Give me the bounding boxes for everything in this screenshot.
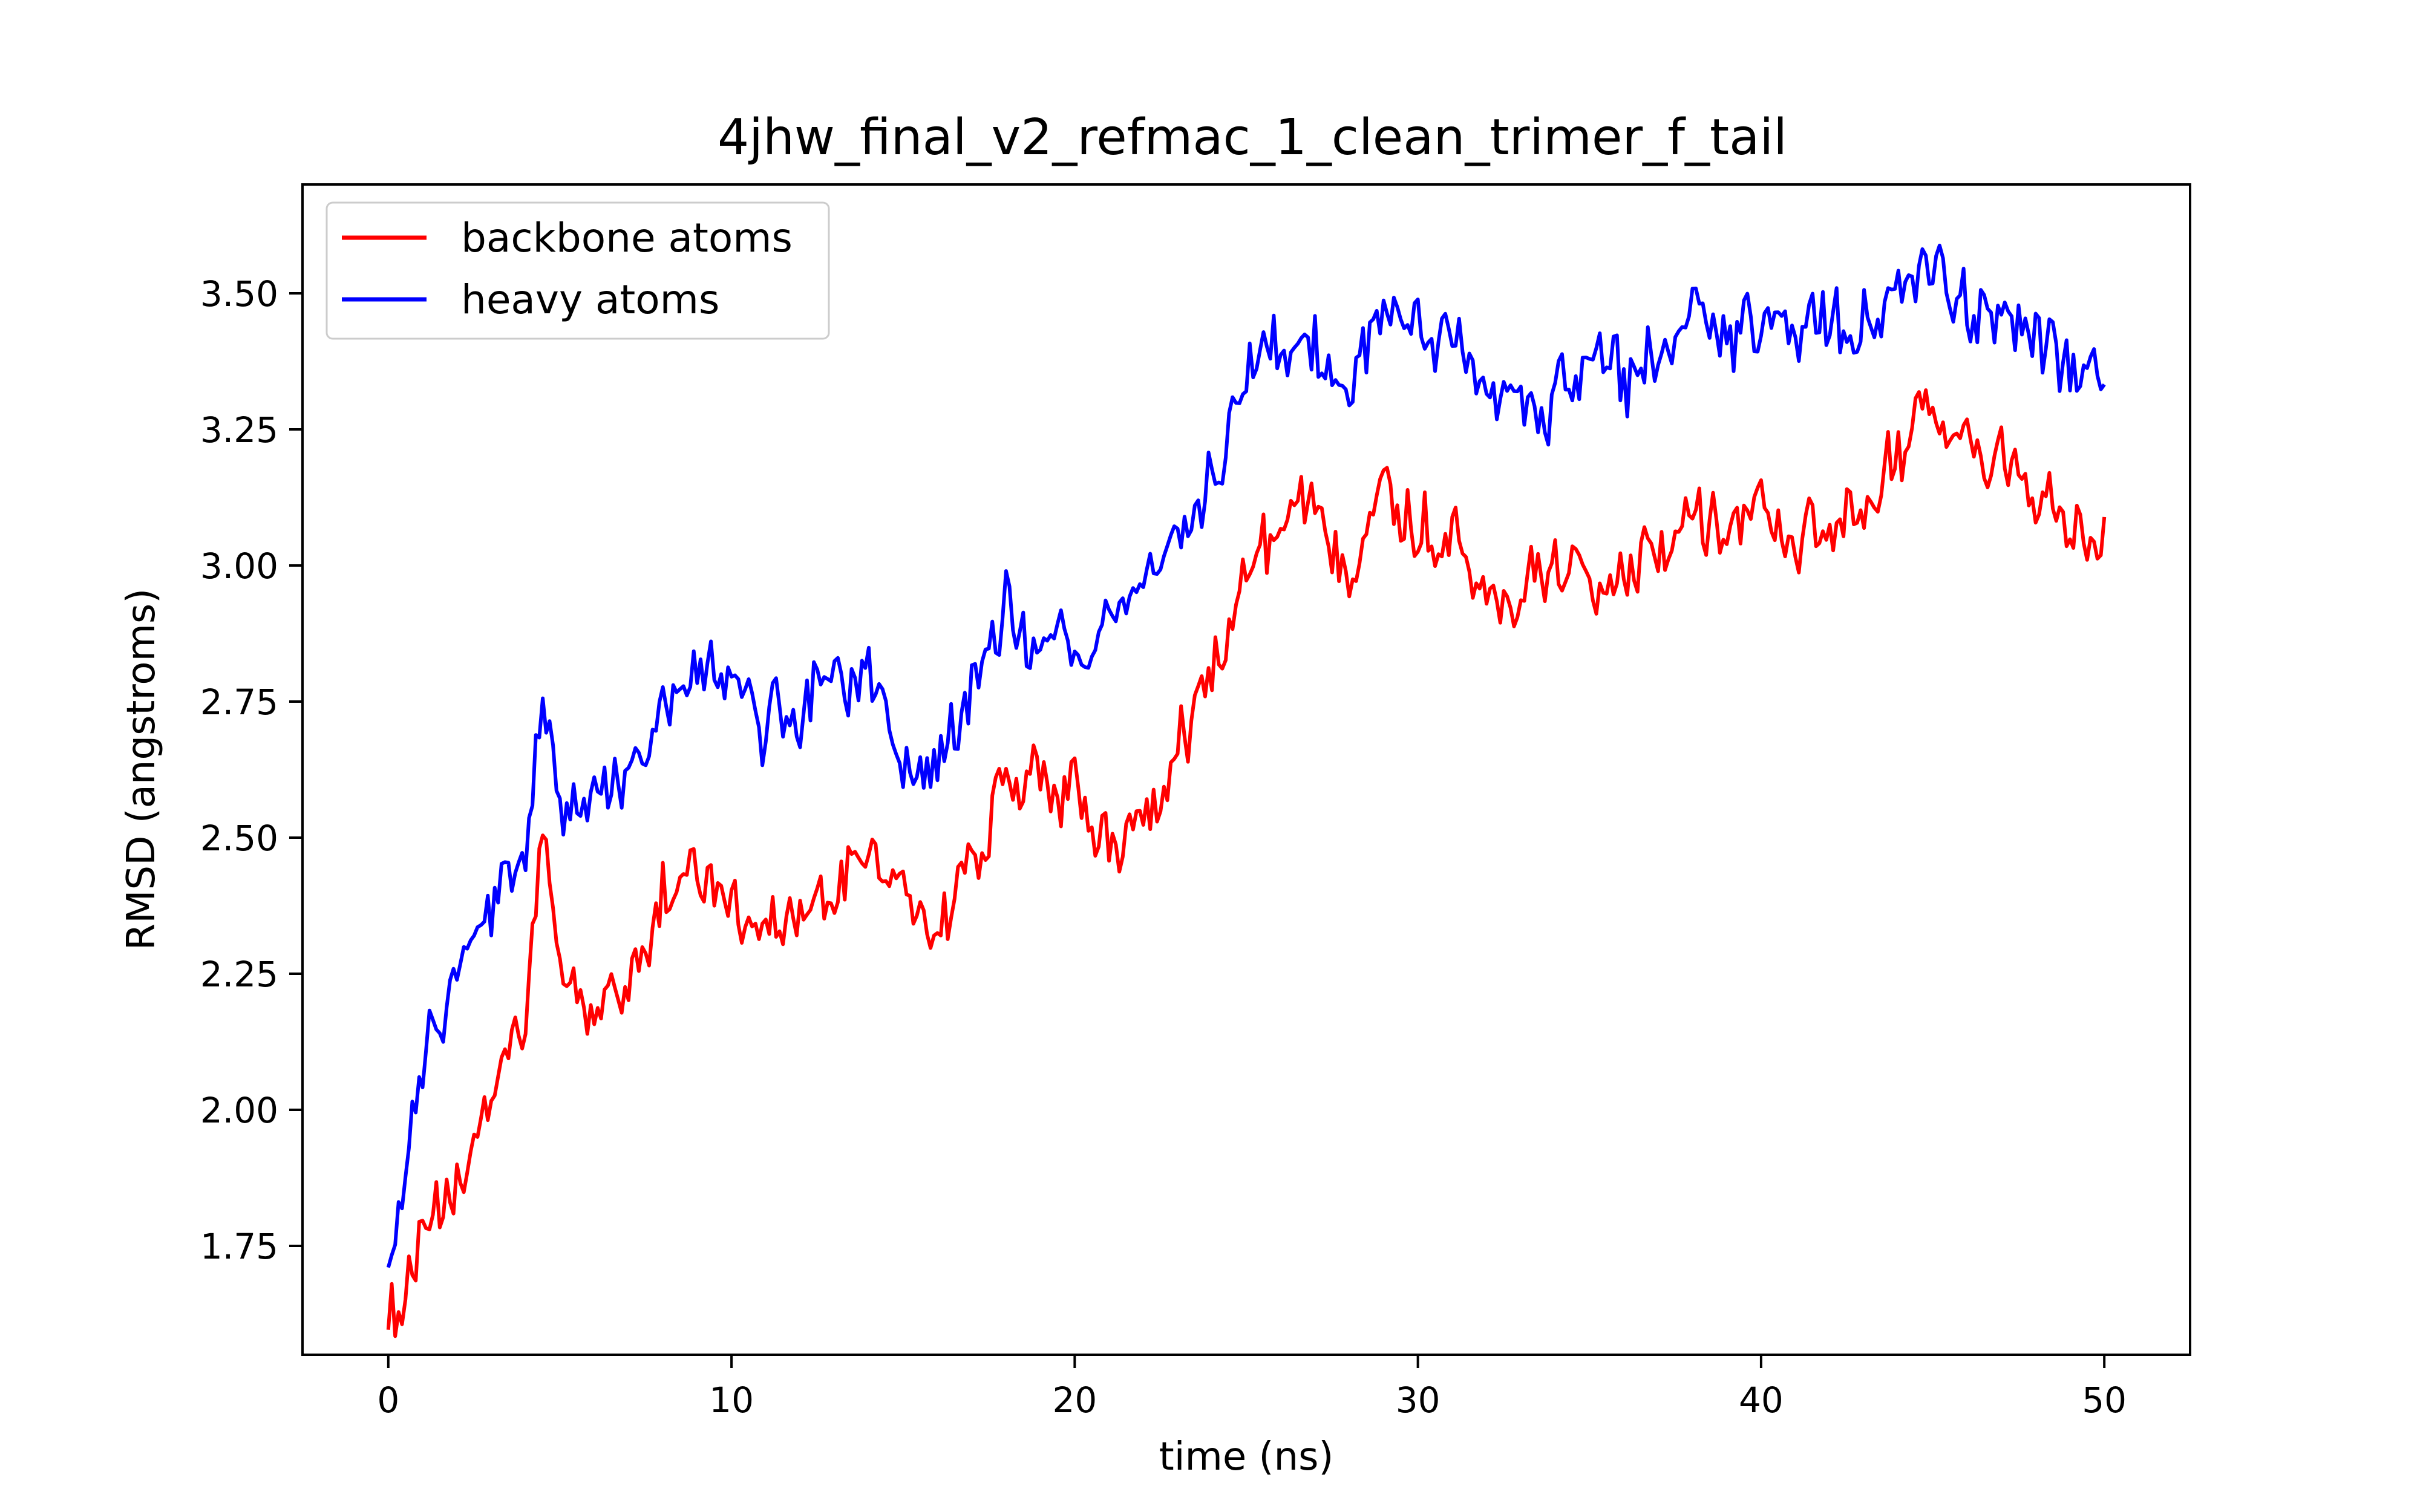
y-tick-label: 2.25 [200, 954, 278, 995]
legend: backbone atoms heavy atoms [325, 201, 830, 340]
x-tick-label: 50 [2082, 1380, 2127, 1421]
y-axis-ticks: 1.75 2.00 2.25 2.50 2.75 3.00 3.25 3.50 [200, 273, 302, 1267]
y-tick-label: 2.50 [200, 818, 278, 859]
legend-box [325, 201, 830, 340]
y-tick-label: 3.00 [200, 546, 278, 587]
x-axis-label: time (ns) [1159, 1435, 1334, 1479]
y-tick-label: 3.50 [200, 273, 278, 314]
y-axis-label: RMSD (angstroms) [119, 588, 164, 950]
y-tick-label: 1.75 [200, 1226, 278, 1267]
axes-frame [301, 183, 2191, 1356]
y-tick-label: 3.25 [200, 409, 278, 451]
heavy-atoms-line [386, 243, 2106, 1268]
legend-label-backbone: backbone atoms [461, 215, 793, 261]
x-tick-label: 20 [1052, 1380, 1097, 1421]
y-tick-label: 2.75 [200, 682, 278, 723]
chart-title: 4jhw_final_v2_refmac_1_clean_trimer_f_ta… [718, 109, 1787, 166]
x-tick-label: 0 [377, 1380, 399, 1421]
plot-lines [386, 243, 2107, 1338]
x-axis-ticks: 0 10 20 30 40 50 [377, 1355, 2127, 1421]
backbone-atoms-line [386, 388, 2107, 1338]
x-tick-label: 30 [1396, 1380, 1441, 1421]
legend-label-heavy: heavy atoms [461, 276, 719, 323]
x-tick-label: 40 [1739, 1380, 1784, 1421]
y-tick-label: 2.00 [200, 1090, 278, 1131]
x-tick-label: 10 [709, 1380, 754, 1421]
